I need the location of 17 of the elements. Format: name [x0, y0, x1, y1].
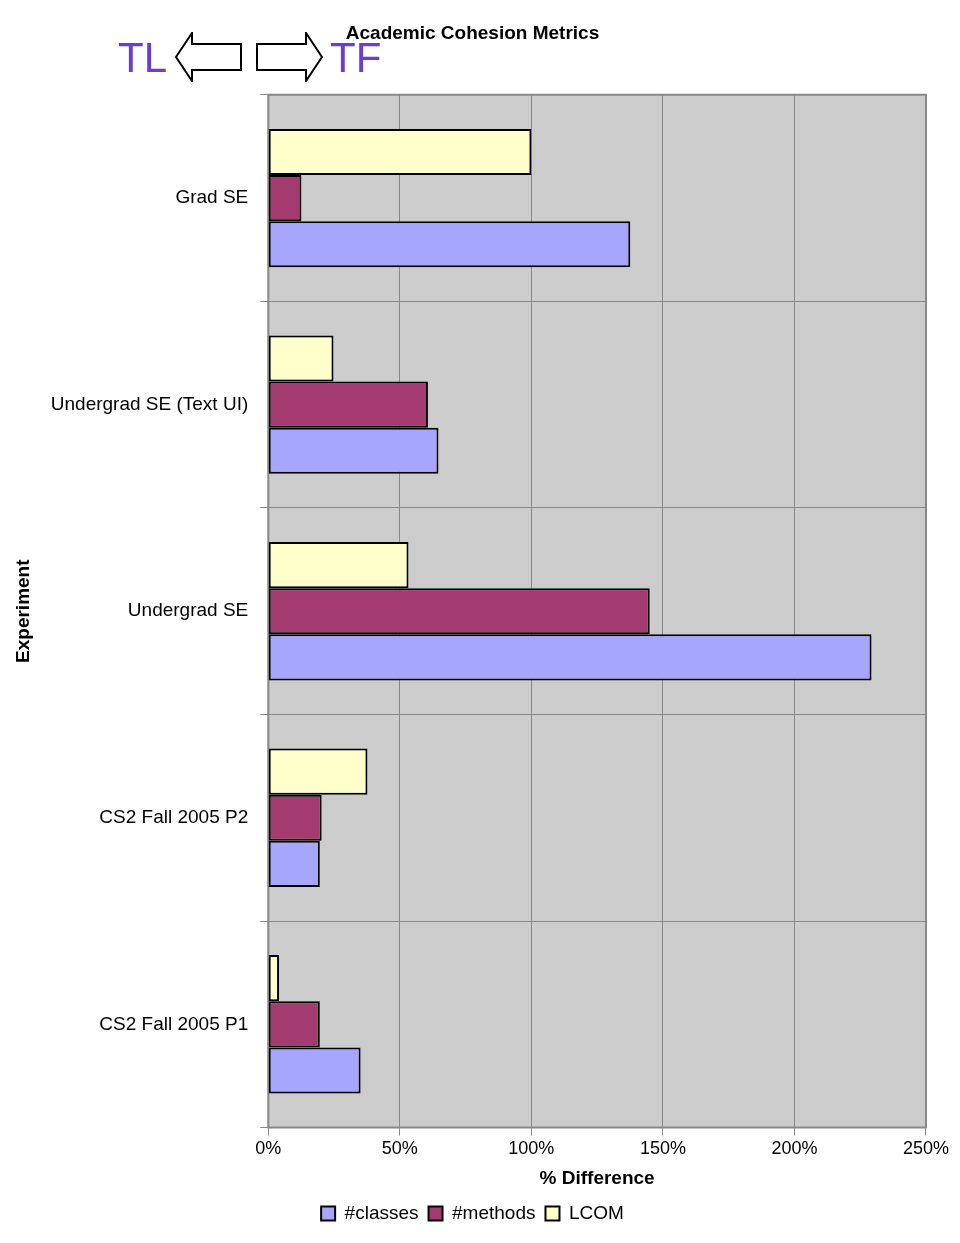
y-tick-label: CS2 Fall 2005 P2: [99, 805, 249, 827]
legend-label: #classes: [344, 1201, 419, 1223]
x-axis-title: % Difference: [539, 1166, 655, 1188]
x-tick-label: 0%: [255, 1138, 282, 1159]
y-tick-label: Undergrad SE (Text UI): [50, 392, 249, 414]
y-tick-label: Undergrad SE: [127, 599, 249, 621]
x-tick-label: 150%: [639, 1138, 686, 1159]
x-tick-label: 250%: [902, 1138, 949, 1159]
y-axis-title: Experiment: [11, 558, 33, 663]
text: TL: [118, 34, 168, 82]
x-tick-label: 200%: [771, 1138, 818, 1159]
y-tick-label: Grad SE: [175, 186, 249, 208]
x-tick-label: 50%: [381, 1138, 418, 1159]
x-tick-label: 100%: [508, 1138, 555, 1159]
legend-label: #methods: [452, 1201, 536, 1223]
legend-label: LCOM: [568, 1201, 624, 1223]
y-tick-label: CS2 Fall 2005 P1: [99, 1012, 249, 1034]
